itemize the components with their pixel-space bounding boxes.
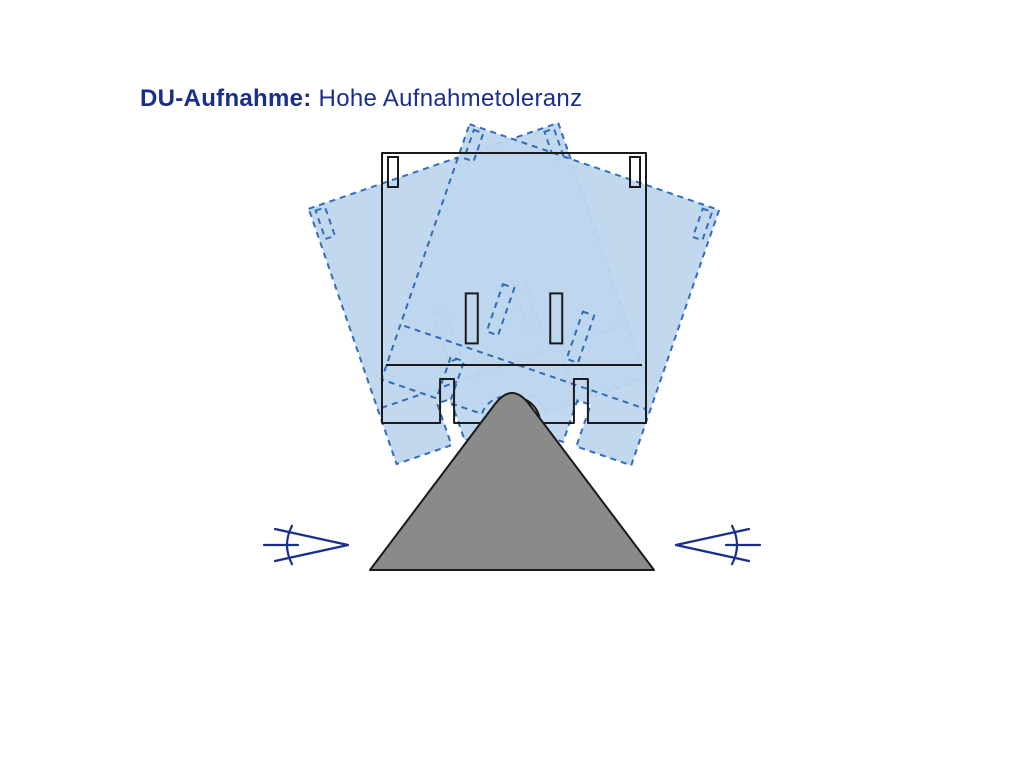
centering-arrow-icon [676,526,760,564]
tolerance-diagram [0,0,1024,768]
centering-arrow-icon [264,526,348,564]
